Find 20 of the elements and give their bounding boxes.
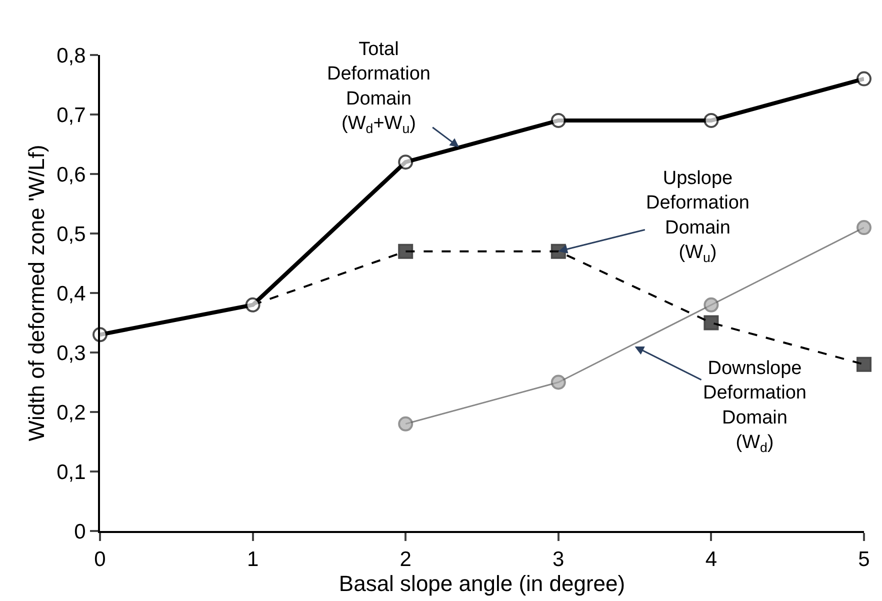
x-tick-label: 2 bbox=[400, 548, 412, 572]
y-axis-title: Width of deformed zone 'W/Lf) bbox=[24, 144, 49, 442]
y-tick-label: 0,8 bbox=[56, 44, 86, 68]
annotation: Downslope Deformation Domain (W$_{d}$) bbox=[703, 358, 806, 456]
x-tick-label: 3 bbox=[552, 548, 564, 572]
x-tick-label: 5 bbox=[858, 548, 870, 572]
x-tick-label: 4 bbox=[705, 548, 718, 572]
y-tick-label: 0,1 bbox=[56, 460, 86, 484]
y-tick-label: 0 bbox=[74, 520, 86, 544]
annotation: Total Deformation Domain (W$_{d}$+W$_{u}$) bbox=[327, 39, 430, 136]
y-tick-label: 0,5 bbox=[56, 222, 86, 246]
y-tick-label: 0,2 bbox=[56, 401, 86, 424]
y-tick-label: 0,3 bbox=[56, 342, 86, 365]
y-tick-label: 0,7 bbox=[56, 104, 86, 127]
x-tick-label: 1 bbox=[246, 548, 259, 572]
annotation: Upslope Deformation Domain (W$_{u}$) bbox=[646, 168, 750, 266]
y-tick-label: 0,6 bbox=[56, 163, 86, 186]
x-axis-title: Basal slope angle (in degree) bbox=[338, 571, 626, 596]
x-tick-label: 0 bbox=[94, 548, 106, 572]
y-tick-label: 0,4 bbox=[56, 282, 86, 306]
